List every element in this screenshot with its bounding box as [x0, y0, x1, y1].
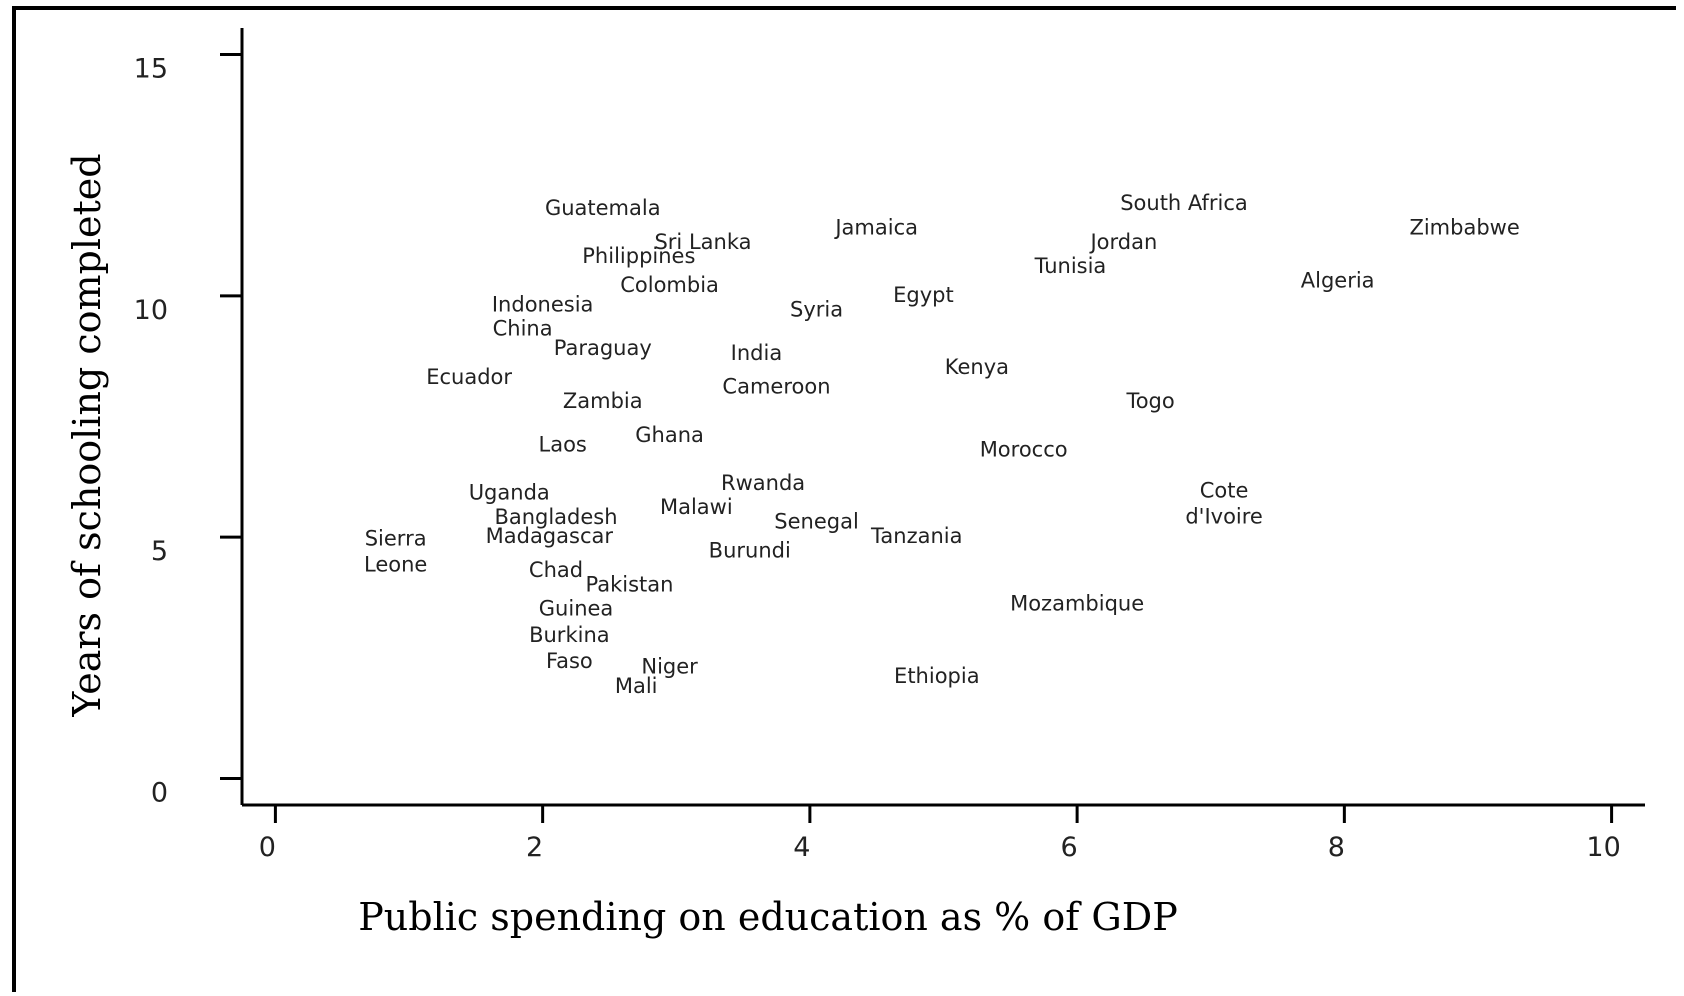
- point-label: Sri Lanka: [654, 230, 751, 254]
- point-label: Uganda: [469, 481, 550, 505]
- point-label: Jamaica: [833, 215, 918, 239]
- x-tick-label: 8: [1328, 832, 1345, 863]
- point-label: Egypt: [893, 283, 954, 307]
- y-tick-label: 15: [134, 54, 168, 85]
- point-label: Burkina Faso: [529, 623, 610, 673]
- point-label: Mozambique: [1010, 592, 1144, 616]
- point-label: South Africa: [1120, 191, 1248, 215]
- point-label: Philippines: [582, 244, 695, 268]
- point-label: Paraguay: [554, 336, 652, 360]
- point-label: Laos: [539, 432, 587, 456]
- point-label: Jordan: [1088, 230, 1157, 254]
- point-label: Pakistan: [586, 572, 674, 596]
- y-tick-label: 10: [134, 295, 168, 326]
- x-tick-label: 0: [259, 832, 276, 863]
- point-label: Burundi: [709, 539, 791, 563]
- y-axis-label: Years of schooling completed: [65, 153, 109, 717]
- point-label: Tunisia: [1034, 254, 1107, 278]
- point-label: Zambia: [563, 389, 643, 413]
- y-tick-label: 0: [151, 777, 168, 808]
- point-label: Malawi: [660, 495, 733, 519]
- point-label: Mali: [615, 674, 658, 698]
- point-label: Zimbabwe: [1409, 215, 1519, 239]
- point-label: Morocco: [980, 437, 1068, 461]
- point-label: Indonesia: [492, 293, 594, 317]
- point-label: Algeria: [1301, 268, 1375, 292]
- point-label: China: [493, 317, 553, 341]
- point-label: Guatemala: [545, 196, 661, 220]
- point-label: Togo: [1125, 389, 1174, 413]
- point-label: Rwanda: [721, 471, 805, 495]
- point-label: Senegal: [774, 510, 859, 534]
- x-tick-label: 4: [793, 832, 810, 863]
- x-tick-label: 2: [526, 832, 543, 863]
- ticks: 0 2 4 6 8 10 0 5 10 15: [134, 53, 1621, 863]
- point-label: Tanzania: [870, 524, 962, 548]
- point-label: Madagascar: [486, 524, 614, 548]
- point-label: India: [731, 341, 783, 365]
- point-label: Chad: [529, 558, 583, 582]
- point-label: Guinea: [539, 597, 614, 621]
- x-axis-label: Public spending on education as % of GDP: [358, 895, 1178, 939]
- point-label: Syria: [790, 297, 843, 321]
- point-label: Cameroon: [722, 375, 830, 399]
- point-label: Sierra Leone: [364, 527, 427, 577]
- x-tick-label: 6: [1061, 832, 1078, 863]
- point-label: Colombia: [620, 273, 719, 297]
- point-label: Ethiopia: [894, 664, 980, 688]
- point-label: Ecuador: [426, 365, 512, 389]
- chart-frame: [12, 6, 1676, 992]
- point-label: Niger: [641, 654, 698, 678]
- point-label: Ghana: [635, 423, 704, 447]
- point-label: Kenya: [945, 355, 1009, 379]
- x-tick-label: 10: [1586, 832, 1620, 863]
- y-tick-label: 5: [151, 536, 168, 567]
- point-label: Cote d'Ivoire: [1185, 478, 1263, 528]
- axes: [240, 28, 1645, 807]
- point-label: Bangladesh: [494, 505, 617, 529]
